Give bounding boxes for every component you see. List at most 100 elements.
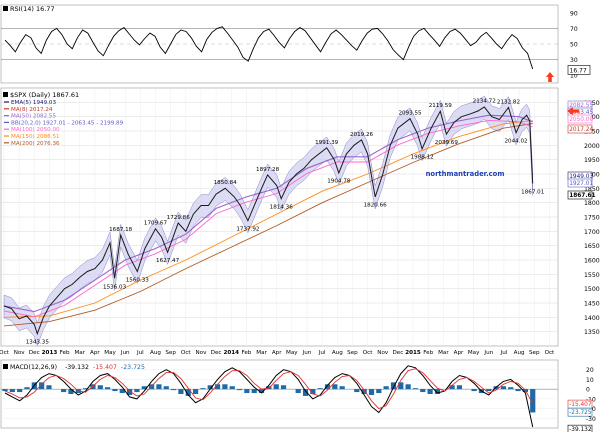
macd-histogram-bar (236, 389, 243, 391)
x-tick-label: Sep (165, 350, 176, 356)
x-tick-label: Aug (150, 350, 161, 356)
price-value-label: 2017.24 (569, 127, 593, 133)
x-tick-label: May (468, 350, 480, 356)
macd-histogram-bar (449, 385, 455, 390)
macd-histogram-bar (229, 386, 235, 390)
price-tick-label: 1400 (584, 315, 600, 322)
price-tick-label: 1850 (584, 186, 600, 193)
ma200-line (3, 123, 533, 327)
macd-histogram-bar (332, 384, 338, 390)
macd-histogram-bar (119, 389, 125, 394)
price-tick-label: 1950 (584, 157, 600, 164)
x-tick-label: Feb (60, 350, 70, 356)
rsi-tick-label: 70 (570, 26, 578, 33)
macd-histogram-bar (354, 389, 360, 393)
macd-histogram-bar (390, 382, 397, 390)
macd-histogram-bar (156, 384, 162, 390)
macd-histogram-bar (530, 389, 536, 413)
x-tick-label: Apr (90, 350, 100, 356)
price-tick-label: 1350 (584, 329, 600, 336)
price-legend-title: $SPX (Daily) 1867.61 (10, 91, 79, 99)
macd-histogram-bar (508, 387, 514, 390)
macd-histogram-bar (214, 384, 221, 390)
x-tick-label: Mar (74, 350, 85, 356)
macd-histogram-bar (412, 388, 419, 390)
macd-histogram-bar (361, 389, 367, 394)
price-tick-label: 2000 (584, 143, 600, 150)
macd-histogram-bar (178, 389, 184, 394)
macd-legend-value: -39.132 (65, 364, 89, 371)
macd-histogram-bar (2, 389, 8, 392)
macd-histogram-bar (61, 389, 67, 393)
macd-histogram-bar (251, 389, 257, 394)
x-tick-label: Nov (14, 350, 26, 356)
price-annotation: 1991.39 (315, 140, 339, 146)
macd-value-box (567, 407, 593, 417)
rsi-red-arrow (546, 72, 554, 82)
x-tick-label: May (286, 350, 298, 356)
macd-histogram-bar (46, 385, 52, 390)
macd-tick-label: 10 (586, 377, 594, 384)
price-annotation: 1904.78 (327, 179, 351, 185)
macd-tick-label: -30 (586, 416, 596, 423)
price-annotation: 1687.18 (109, 227, 133, 233)
macd-value-label: -23.725 (569, 410, 592, 416)
macd-histogram-bar (222, 384, 228, 390)
price-tick-label: 1800 (584, 200, 600, 207)
price-annotation: 2039.69 (435, 140, 459, 146)
x-tick-label: May (104, 350, 116, 356)
macd-legend-value: -23.725 (121, 364, 145, 371)
macd-histogram-bar (376, 389, 382, 394)
price-value-box (567, 178, 593, 188)
macd-histogram-bar (9, 389, 15, 393)
price-annotation: 1627.47 (156, 258, 180, 264)
price-tick-label: 1700 (584, 229, 600, 236)
macd-histogram-bar (420, 389, 426, 393)
price-value-label: 1927.01 (569, 181, 593, 187)
macd-histogram-bar (207, 385, 213, 390)
x-tick-label: Aug (332, 350, 343, 356)
x-tick-label: Apr (272, 350, 282, 356)
x-tick-label: Apr (454, 350, 464, 356)
macd-histogram-bar (280, 385, 287, 390)
macd-histogram-bar (244, 389, 250, 394)
macd-histogram-bar (200, 388, 206, 390)
macd-tick-label: 20 (586, 367, 594, 374)
price-tick-label: 1750 (584, 215, 600, 222)
x-tick-label: Sep (347, 350, 358, 356)
macd-legend-title: MACD(12,26,9) (10, 364, 57, 371)
price-value-box (567, 190, 593, 200)
price-annotation: 2093.55 (398, 111, 422, 117)
macd-legend-value: -15.407 (93, 364, 117, 371)
macd-legend-swatch (3, 364, 8, 369)
x-tick-label: Feb (423, 350, 433, 356)
price-tick-label: 1650 (584, 243, 600, 250)
price-value-label: 2082.55 (569, 103, 593, 109)
ma50-line (3, 114, 533, 313)
macd-histogram-bar (39, 382, 45, 390)
x-tick-label: Jun (120, 350, 130, 356)
price-annotation: 2019.26 (350, 132, 374, 138)
price-annotation: 2119.59 (429, 103, 453, 109)
price-annotation: 2044.02 (504, 139, 527, 145)
price-legend-item: MA(100) 2050.00 (11, 127, 60, 133)
rsi-tick-label: 50 (570, 42, 578, 49)
x-tick-label: Nov (195, 350, 207, 356)
watermark-text: northmantrader.com (426, 170, 505, 178)
price-tick-label: 1450 (584, 301, 600, 308)
macd-histogram-bar (339, 386, 345, 390)
x-tick-label: Oct (545, 350, 555, 356)
rsi-legend-text: RSI(14) 16.77 (10, 5, 55, 13)
macd-histogram-bar (185, 389, 191, 396)
macd-histogram-bar (471, 389, 477, 392)
macd-histogram-bar (310, 389, 316, 394)
price-annotation: 2134.72 (473, 99, 496, 105)
price-value-label: 1949.03 (569, 174, 593, 180)
x-tick-label: Jun (483, 350, 493, 356)
macd-histogram-bar (273, 384, 279, 390)
price-tick-label: 1600 (584, 258, 600, 265)
x-tick-label: Dec (211, 350, 222, 356)
price-legend-item: MA(200) 2076.36 (11, 141, 60, 147)
